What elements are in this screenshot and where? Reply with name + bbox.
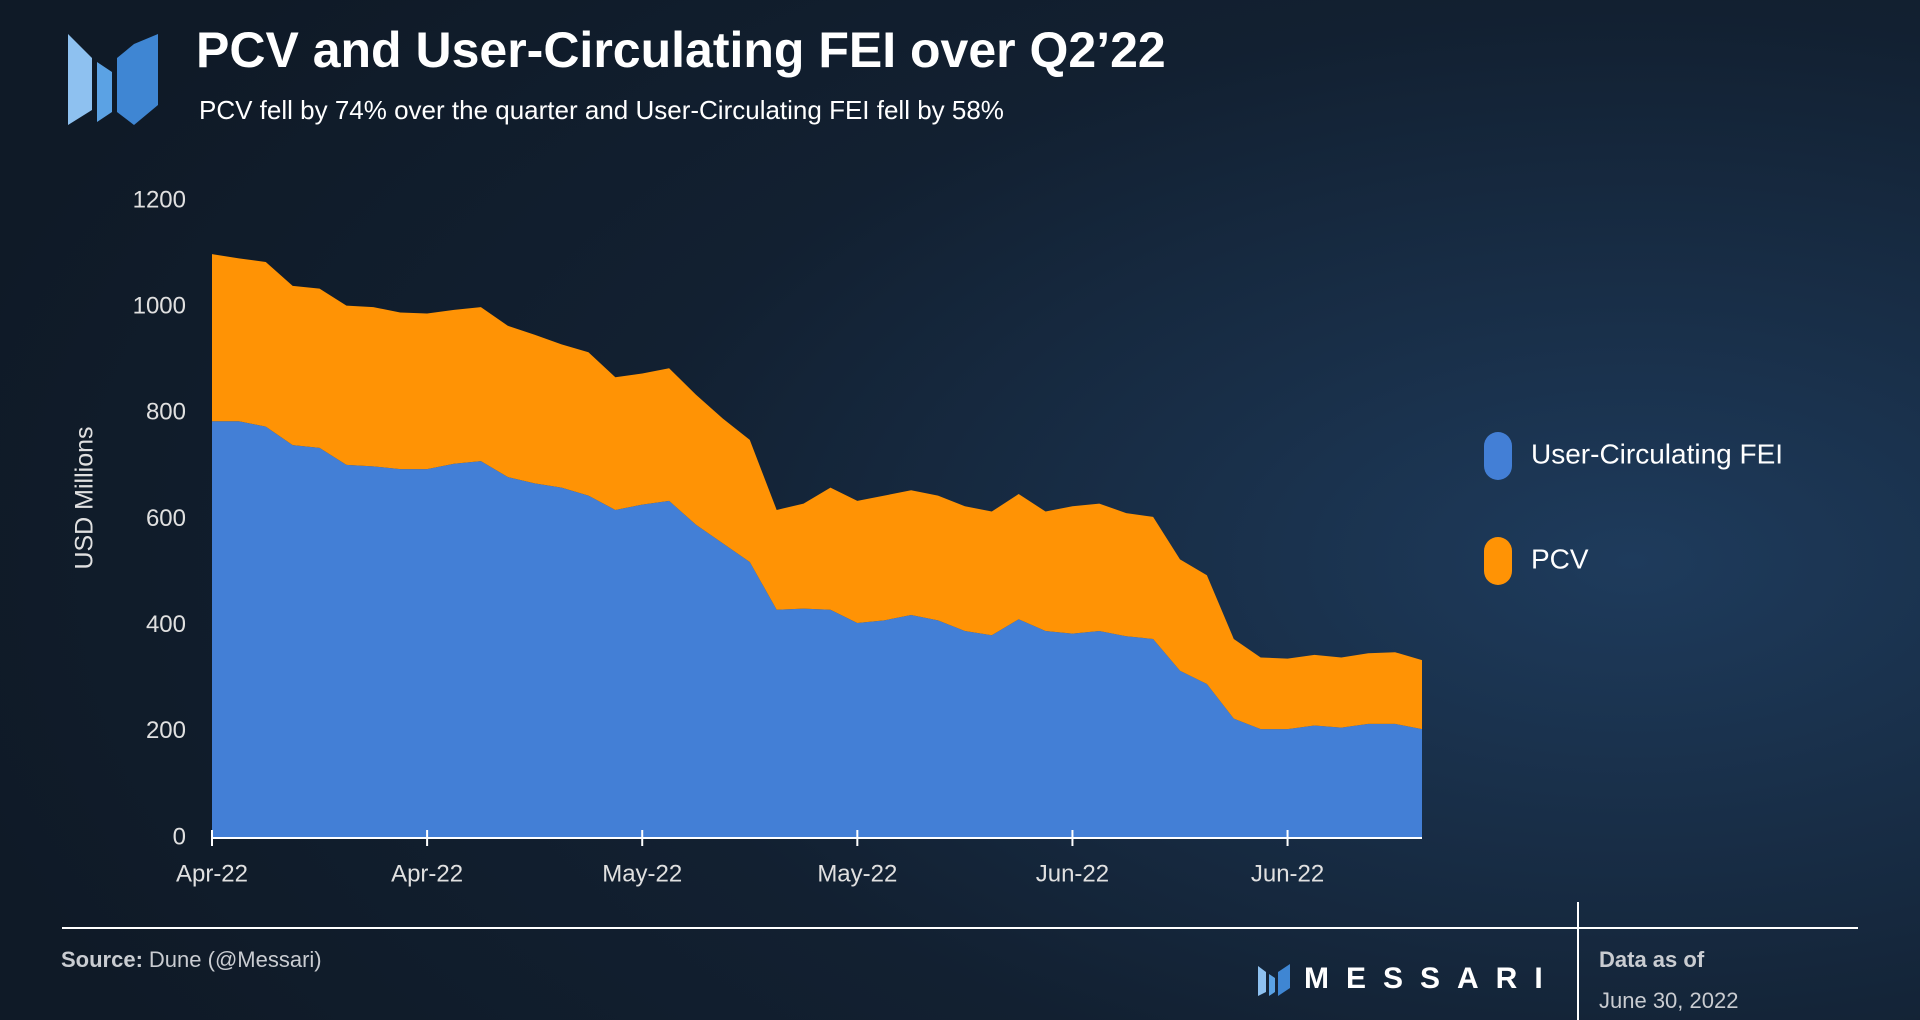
chart-title: PCV and User-Circulating FEI over Q2’22 — [196, 22, 1166, 78]
source-text: Dune (@Messari) — [149, 947, 322, 972]
logo — [68, 34, 158, 125]
legend-marker — [1484, 537, 1512, 585]
x-tick-label: Jun-22 — [1036, 860, 1109, 887]
data-as-of: Data as of — [1599, 947, 1705, 972]
brand-logo — [1258, 964, 1290, 996]
source-label: Source: — [61, 947, 143, 972]
x-tick-label: Apr-22 — [391, 860, 463, 887]
x-tick-label: Apr-22 — [176, 860, 248, 887]
y-tick-label: 0 — [173, 823, 186, 850]
x-tick-label: May-22 — [817, 860, 897, 887]
x-tick-label: Jun-22 — [1251, 860, 1324, 887]
y-tick-label: 400 — [146, 611, 186, 638]
legend-marker — [1484, 432, 1512, 480]
area — [212, 421, 1422, 838]
y-tick-label: 600 — [146, 505, 186, 532]
x-tick-label: May-22 — [602, 860, 682, 887]
brand: MESSARI — [1304, 962, 1560, 995]
data-date: June 30, 2022 — [1599, 988, 1738, 1013]
y-tick-label: 200 — [146, 717, 186, 744]
y-tick-label: 1000 — [133, 293, 186, 320]
chart-subtitle: PCV fell by 74% over the quarter and Use… — [199, 95, 1004, 125]
legend-label: PCV — [1531, 543, 1589, 574]
y-axis-label: USD Millions — [71, 426, 99, 569]
y-tick-label: 800 — [146, 399, 186, 426]
area — [212, 254, 1422, 730]
y-tick-label: 1200 — [133, 186, 186, 213]
legend-label: User-Circulating FEI — [1531, 438, 1783, 469]
source: Source: Dune (@Messari) — [61, 947, 322, 972]
